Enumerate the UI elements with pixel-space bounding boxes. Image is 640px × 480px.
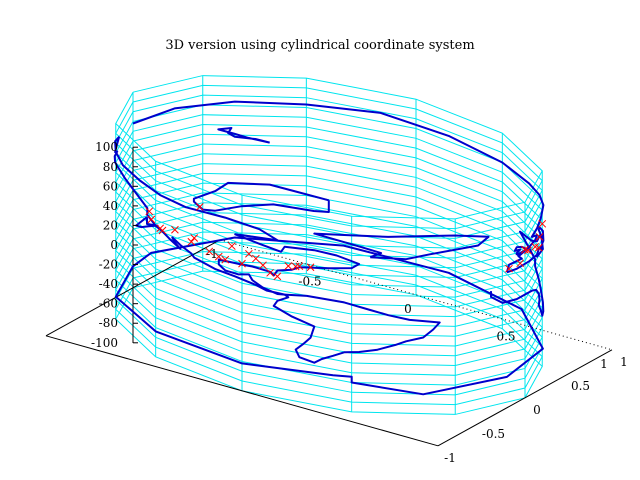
city-marker	[171, 225, 179, 234]
coastline-9	[217, 127, 270, 144]
x-tick-label: 0.5	[496, 329, 515, 343]
z-tick-label: 60	[103, 179, 118, 193]
city-marker	[291, 262, 300, 271]
city-marker-stroke-b	[516, 259, 525, 268]
city-marker	[145, 207, 154, 216]
x-tick-label: 1	[600, 357, 608, 371]
city-marker-stroke-b	[221, 255, 230, 264]
city-marker	[531, 242, 540, 251]
city-marker-stroke-b	[214, 252, 223, 261]
coastline-2	[272, 293, 441, 364]
z-tick-label: 20	[103, 218, 118, 232]
grid-ring-13	[115, 143, 543, 288]
city-marker	[245, 249, 253, 258]
z-tick-label: 100	[95, 140, 118, 154]
city-marker-stroke-b	[520, 245, 529, 254]
city-marker-stroke-b	[187, 237, 196, 246]
city-marker	[158, 226, 167, 235]
z-tick-label: -80	[99, 316, 118, 330]
y-axis-line	[437, 349, 613, 447]
tick-labels: 100 80 60 40 20 0 -20 -40 -60 -80 -100 -1 -0.5 0 0.5 1 -…	[91, 140, 628, 465]
city-marker	[205, 247, 214, 256]
z-tick-label: 40	[103, 199, 118, 213]
city-marker	[273, 272, 282, 281]
city-marker-stroke-b	[195, 203, 204, 211]
coastline-5	[490, 230, 545, 317]
city-marker-stroke-b	[245, 249, 253, 258]
city-marker-stroke-b	[524, 246, 532, 255]
city-marker	[259, 261, 267, 270]
x-tick-label: 0	[404, 302, 412, 316]
grid-ring-20	[115, 75, 543, 220]
city-marker-stroke-b	[534, 243, 543, 252]
x-tick-label: -0.5	[298, 274, 321, 288]
city-marker	[520, 245, 529, 254]
city-marker	[238, 259, 246, 268]
z-tick-label: -100	[91, 336, 118, 350]
city-marker	[195, 203, 204, 211]
city-marker-stroke-b	[171, 225, 179, 234]
city-marker-stroke-b	[284, 262, 293, 270]
z-tick-label: -20	[99, 258, 118, 272]
city-marker	[187, 237, 196, 246]
city-marker	[252, 254, 260, 263]
grid-ring-3	[115, 241, 543, 386]
city-marker-stroke-b	[190, 234, 199, 242]
city-marker-stroke-b	[306, 263, 315, 272]
city-markers	[145, 203, 547, 281]
y-tick-label: -0.5	[482, 427, 505, 441]
city-marker	[228, 242, 236, 250]
city-marker	[524, 246, 532, 255]
y-tick-label: 1	[620, 355, 628, 369]
y-tick-label: 0.5	[571, 379, 590, 393]
city-marker-stroke-b	[259, 261, 267, 270]
z-tick-label: -60	[99, 297, 118, 311]
city-marker-stroke-b	[205, 247, 214, 256]
grid-ring-7	[115, 202, 543, 347]
z-tick-label: 0	[110, 238, 118, 252]
city-marker	[516, 259, 525, 268]
city-marker-stroke-b	[291, 262, 300, 271]
city-marker	[266, 268, 274, 277]
coastline-7	[114, 236, 544, 396]
y-tick-label: 0	[533, 403, 541, 417]
city-marker-stroke-b	[145, 207, 154, 216]
grid-ring-12	[115, 153, 543, 298]
city-marker-stroke-b	[538, 219, 547, 228]
city-marker-stroke-b	[228, 242, 236, 250]
grid-ring-17	[115, 104, 543, 249]
x-tick-label: -1	[206, 247, 218, 261]
city-marker	[147, 215, 156, 224]
grid-ring-18	[115, 94, 543, 239]
z-tick-label: 80	[103, 160, 118, 174]
city-marker-stroke-b	[505, 264, 513, 273]
y-axis-line-front	[45, 335, 439, 447]
grid-ring-0	[115, 270, 543, 415]
y-tick-label: -1	[444, 451, 456, 465]
city-marker	[284, 262, 293, 270]
z-tick-label: -40	[99, 277, 118, 291]
coastline-8	[192, 181, 330, 213]
city-marker-stroke-b	[238, 259, 246, 268]
chart-title: 3D version using cylindrical coordinate …	[165, 38, 474, 53]
city-marker-stroke-b	[266, 268, 274, 277]
city-marker	[535, 233, 544, 241]
grid-ring-8	[115, 192, 543, 337]
city-marker	[221, 255, 230, 264]
city-marker	[214, 252, 223, 261]
city-marker-stroke-b	[531, 242, 540, 251]
city-marker	[306, 263, 315, 272]
city-marker-stroke-b	[147, 215, 156, 224]
city-marker	[190, 234, 199, 242]
city-marker	[505, 264, 513, 273]
city-marker-stroke-b	[158, 226, 167, 235]
coastline-1	[313, 232, 490, 261]
city-marker	[538, 219, 547, 228]
coastline-3	[132, 100, 545, 273]
city-marker-stroke-b	[252, 254, 260, 263]
city-marker-stroke-b	[535, 233, 544, 241]
city-marker-stroke-b	[273, 272, 282, 281]
